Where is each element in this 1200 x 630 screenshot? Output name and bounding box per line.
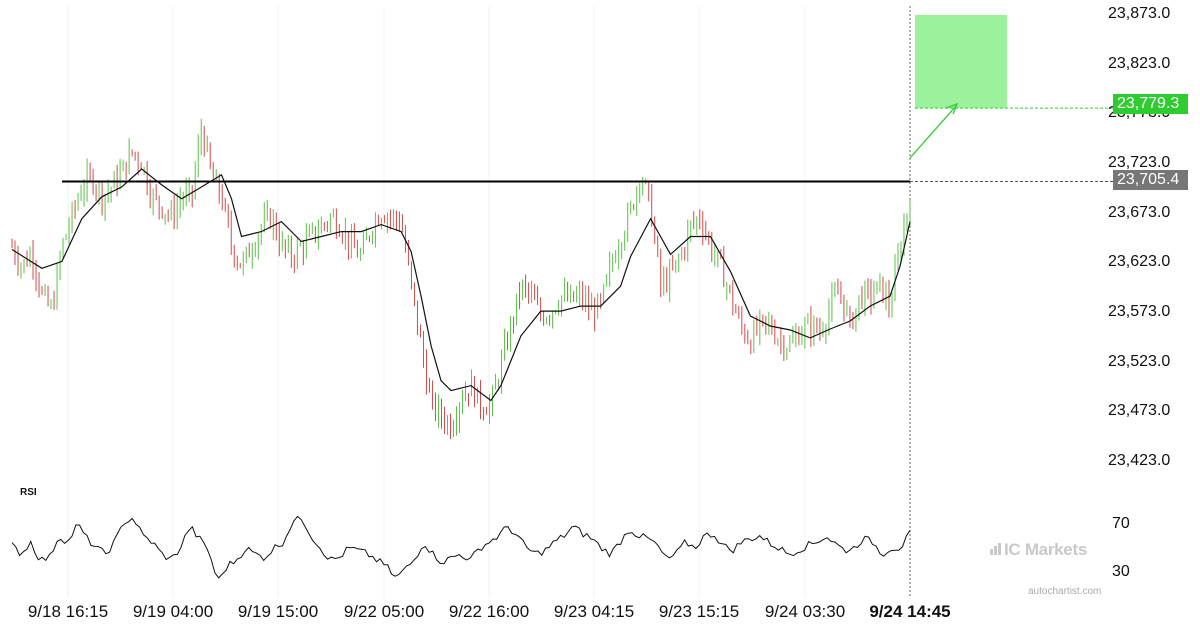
time-tick-label: 9/24 03:30 [764,602,846,621]
time-tick-label: 9/24 14:45 [869,602,951,621]
autochartist-watermark: autochartist.com [1028,586,1102,597]
moving-average [11,168,911,402]
target-price-tag: 23,779.3 [1113,94,1188,114]
target-zone [915,14,1113,109]
candlesticks [11,118,911,440]
time-tick-label: 9/23 04:15 [553,602,635,621]
price-tick-label: 23,723.0 [1108,154,1171,171]
target-zone-box [915,14,1007,109]
rsi-line [11,515,911,579]
forecast-arrow-head [945,102,959,115]
time-tick-label: 9/19 04:00 [132,602,214,621]
levels [62,102,1113,183]
rsi-panel [11,515,911,579]
rsi-tick-label: 30 [1112,563,1130,580]
price-tick-label: 23,423.0 [1108,452,1171,470]
price-tick-label: 23,473.0 [1108,402,1171,420]
time-tick-label: 9/23 15:15 [658,602,740,621]
brand-bars-icon [990,540,1002,560]
price-tick-label: 23,873.0 [1108,4,1171,22]
icmarkets-logo: IC Markets [990,540,1087,560]
price-tick-label: 23,623.0 [1108,253,1171,271]
time-tick-label: 9/22 16:00 [448,602,530,621]
price-tick-label: 23,673.0 [1108,203,1171,221]
vertical-gridlines [67,6,911,598]
moving-average-line [11,168,911,402]
price-tick-label: 23,823.0 [1108,54,1171,72]
forecast-arrow [909,105,957,159]
time-tick-label: 9/19 15:00 [237,602,319,621]
price-tick-label: 23,523.0 [1108,352,1171,370]
time-tick-label: 9/18 16:15 [27,602,109,621]
rsi-tick-label: 70 [1112,515,1130,532]
time-tick-label: 9/22 05:00 [343,602,425,621]
rsi-label: RSI [20,487,37,498]
price-tick-label: 23,573.0 [1108,303,1171,321]
resistance-price-tag: 23,705.4 [1113,170,1188,190]
